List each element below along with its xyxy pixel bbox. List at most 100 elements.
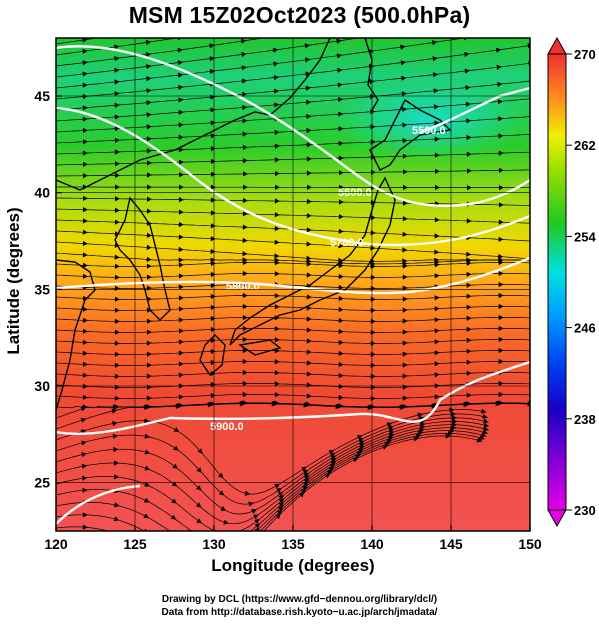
streamline-arrow	[476, 437, 483, 443]
streamline-arrow	[498, 380, 504, 387]
streamline	[56, 317, 530, 322]
streamline-arrow	[338, 339, 344, 346]
streamline-arrow	[82, 252, 88, 258]
streamline-arrow	[243, 184, 248, 190]
streamline-arrow	[479, 435, 485, 441]
streamline-arrow	[242, 380, 248, 387]
streamline-arrow	[531, 370, 536, 375]
streamline-arrow	[147, 196, 152, 202]
streamline-arrow	[179, 184, 184, 190]
colorbar-tick-label: 238	[574, 412, 596, 427]
streamline-arrow	[338, 372, 344, 379]
streamline	[56, 417, 489, 515]
streamline-arrow	[352, 457, 359, 463]
streamline-arrow	[401, 75, 407, 81]
streamline-arrow	[466, 304, 472, 310]
streamline-arrow	[82, 116, 88, 122]
streamline-arrow	[305, 71, 311, 77]
streamline-arrow	[498, 116, 504, 122]
streamline-arrow	[275, 170, 280, 177]
streamline-arrow	[306, 360, 312, 366]
colorbar-ticks: 230 238 246 254 262 270	[566, 47, 596, 518]
streamline-arrow	[114, 340, 120, 346]
streamline-arrow	[217, 472, 224, 479]
streamline-arrow	[242, 158, 248, 164]
streamline-arrow	[274, 143, 280, 149]
streamline-arrow	[178, 109, 184, 115]
streamline-arrow	[306, 128, 312, 134]
streamline-arrow	[114, 296, 120, 302]
streamline-arrow	[82, 127, 88, 134]
streamline-arrow	[146, 100, 152, 106]
streamline-arrow	[179, 197, 184, 203]
streamline-arrow	[178, 72, 184, 78]
streamline-arrow	[274, 260, 280, 266]
streamline-arrow	[274, 102, 280, 108]
streamline	[56, 402, 530, 419]
streamline-arrow	[452, 418, 458, 424]
streamline-arrow	[302, 469, 309, 475]
streamline-arrow	[229, 547, 235, 552]
colorbar: 230 238 246 254 262 270	[547, 36, 596, 528]
streamline-arrow	[178, 284, 184, 290]
streamline-arrow	[370, 245, 376, 251]
streamline-arrow	[278, 502, 284, 508]
streamline-arrow	[306, 327, 312, 333]
streamline-arrow	[498, 150, 504, 156]
streamline-arrow	[272, 7, 277, 12]
streamline-arrow	[178, 257, 184, 263]
streamline-arrow	[338, 97, 344, 103]
contour-5900	[56, 360, 530, 435]
streamline-arrow	[210, 260, 216, 267]
streamline-arrow	[145, 39, 152, 46]
streamline-arrow	[402, 231, 408, 237]
streamline-arrow	[462, 2, 467, 7]
streamline-arrow	[114, 351, 120, 357]
streamline-arrow	[466, 370, 472, 376]
streamline	[56, 151, 530, 166]
streamline-arrow	[497, 99, 503, 105]
streamline-arrow	[241, 38, 247, 44]
streamline-arrow	[498, 391, 504, 398]
streamline-arrow	[531, 282, 536, 287]
streamline-arrow	[114, 274, 120, 280]
streamline-arrow	[274, 239, 280, 245]
streamline-arrow	[530, 114, 535, 119]
streamline-arrow	[210, 337, 216, 344]
streamline-arrow	[301, 466, 307, 472]
streamline-arrow	[480, 432, 487, 438]
streamline-arrow	[498, 133, 504, 139]
streamline-arrow	[273, 61, 279, 67]
streamline-arrow	[304, 475, 310, 481]
streamline-arrow	[434, 372, 440, 378]
streamline-arrow	[402, 247, 408, 253]
x-tick-label: 120	[44, 536, 68, 552]
streamline-arrow	[146, 274, 152, 280]
contour-label-5600: 5600.0	[338, 187, 372, 199]
contour-label-5700: 5700.0	[330, 237, 364, 249]
streamline-arrow	[275, 513, 281, 520]
streamline-arrow	[466, 348, 472, 354]
streamline-arrow	[274, 293, 280, 299]
streamline	[56, 394, 530, 399]
streamline-arrow	[338, 214, 344, 220]
streamline-arrow	[114, 33, 119, 38]
contour-label-5500: 5500.0	[412, 125, 446, 137]
streamline-arrow	[338, 361, 344, 368]
streamline-arrow	[254, 527, 260, 531]
streamline-arrow	[82, 295, 88, 301]
streamline-arrow	[402, 274, 408, 280]
honshu-coastline	[229, 176, 396, 346]
streamline-arrow	[531, 326, 536, 331]
streamline-arrow	[530, 238, 535, 243]
streamline-arrow	[114, 91, 120, 97]
streamline-arrow	[178, 328, 184, 334]
streamline-arrow	[178, 350, 184, 356]
colorbar-ramp	[547, 53, 567, 511]
streamline-arrow	[210, 271, 216, 278]
streamline-arrow	[464, 51, 470, 58]
streamline-arrow	[498, 336, 504, 343]
streamline-arrow	[210, 392, 216, 399]
streamline-arrow	[178, 147, 184, 153]
x-axis-ticks: 120 125 130 135 140 145 150	[44, 525, 542, 552]
